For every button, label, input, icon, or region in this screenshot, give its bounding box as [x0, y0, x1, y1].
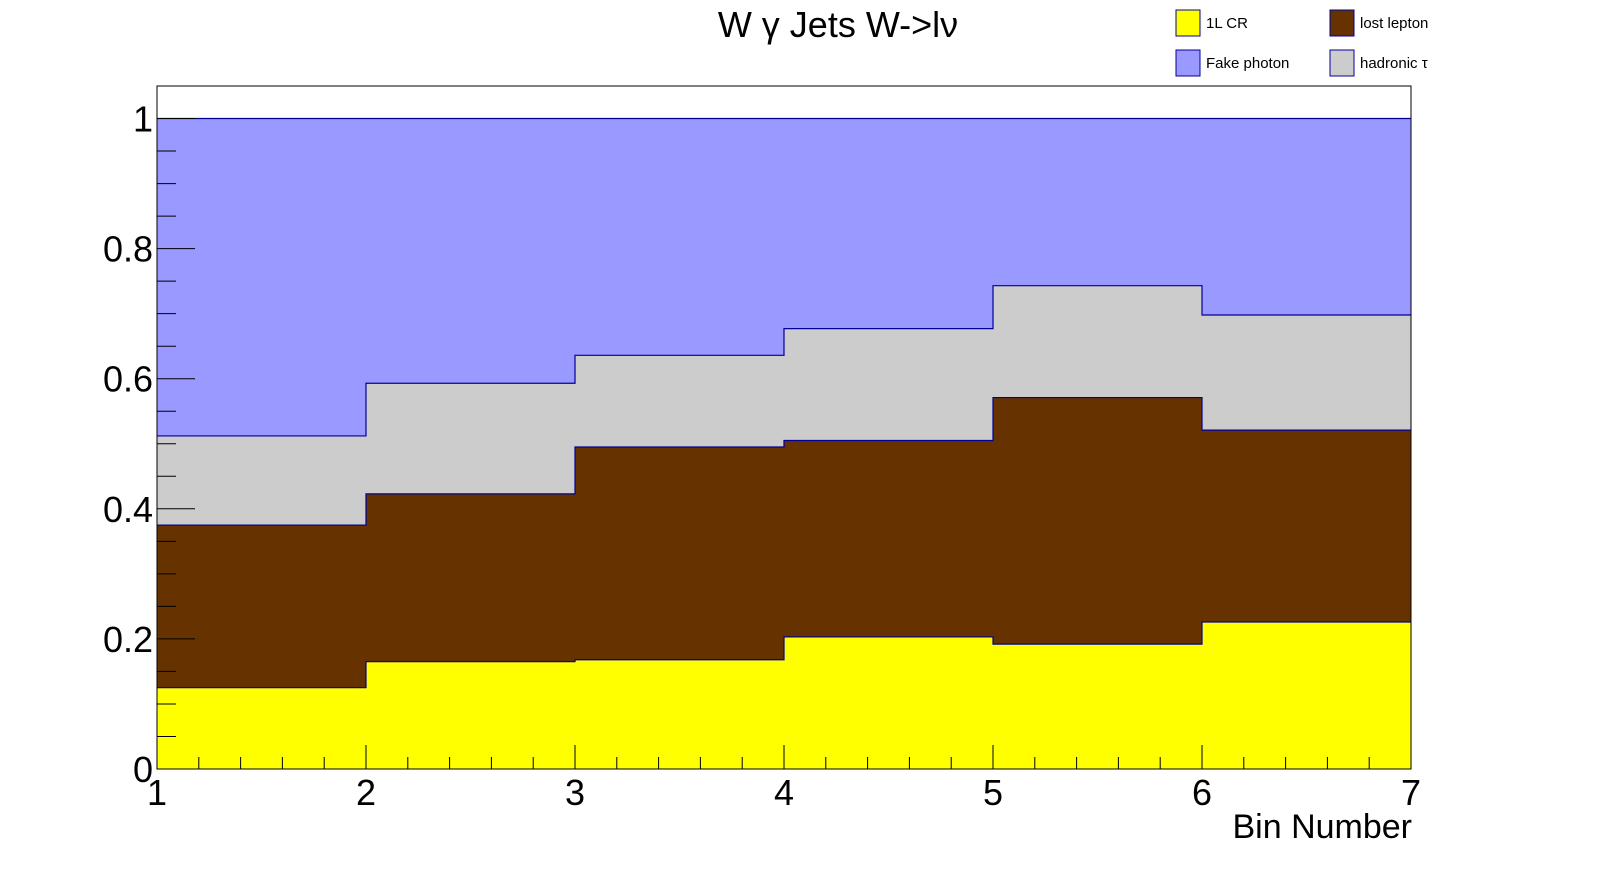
bar-1l-cr-bin-1: [157, 687, 366, 769]
x-tick-label: 4: [774, 772, 794, 813]
bar-1l-cr-bin-4: [784, 636, 993, 769]
y-tick-label: 1: [133, 99, 153, 140]
x-axis-label: Bin Number: [1232, 808, 1412, 846]
y-tick-label: 0.4: [103, 489, 153, 530]
legend-swatch-fake-photon: [1175, 49, 1201, 77]
x-tick-label: 5: [983, 772, 1003, 813]
x-tick-label: 3: [565, 772, 585, 813]
outline-1l-cr: [157, 621, 1411, 689]
bar-1l-cr-bin-6: [1202, 621, 1411, 769]
plot-area: [157, 117, 1411, 770]
legend-swatch-hadronic: [1329, 49, 1355, 77]
legend-label-hadronic: hadronic τ: [1360, 55, 1428, 72]
bar-1l-cr-bin-3: [575, 659, 784, 769]
y-tick-label: 0: [133, 749, 153, 790]
legend-label-1l-cr: 1L CR: [1206, 15, 1248, 32]
x-tick-label: 7: [1401, 772, 1421, 813]
x-tick-label: 6: [1192, 772, 1212, 813]
legend-swatch-1l-cr: [1175, 9, 1201, 37]
axes: 0 0.2 0.4 0.6 0.8 1 1 2 3 4 5 6 7: [103, 85, 1421, 813]
legend: 1L CR lost lepton Fake photon hadronic τ: [1175, 9, 1428, 77]
outline-hadronic: [157, 285, 1411, 437]
x-tick-label: 2: [356, 772, 376, 813]
outline-lost-lepton: [157, 396, 1411, 526]
legend-swatch-lost-lepton: [1329, 9, 1355, 37]
y-tick-label: 0.8: [103, 229, 153, 270]
chart-title: W γ Jets W->lν: [718, 4, 958, 45]
bar-1l-cr-bin-2: [366, 661, 575, 769]
y-tick-label: 0.2: [103, 619, 153, 660]
bar-1l-cr-bin-5: [993, 644, 1202, 769]
legend-label-fake-photon: Fake photon: [1206, 55, 1289, 72]
legend-label-lost-lepton: lost lepton: [1360, 15, 1428, 32]
x-tick-label: 1: [147, 772, 167, 813]
y-tick-label: 0.6: [103, 359, 153, 400]
